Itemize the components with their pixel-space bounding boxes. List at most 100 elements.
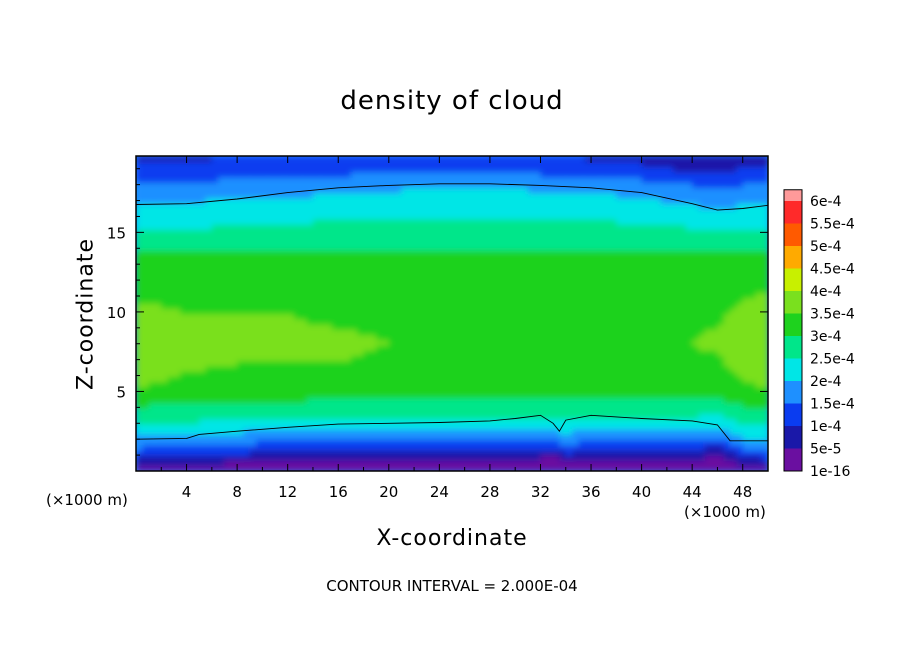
- heat-cell: [395, 266, 403, 273]
- heat-cell: [534, 455, 542, 462]
- heat-cell: [635, 308, 643, 315]
- heat-cell: [142, 313, 150, 320]
- heat-cell: [559, 271, 567, 278]
- heat-cell: [287, 339, 295, 346]
- heat-cell: [161, 261, 169, 267]
- heat-cell: [287, 350, 295, 357]
- heat-cell: [199, 360, 207, 367]
- heat-cell: [540, 345, 548, 351]
- heat-cell: [306, 360, 314, 367]
- heat-cell: [401, 266, 409, 273]
- heat-cell: [433, 423, 440, 430]
- heat-cell: [572, 282, 579, 288]
- heat-cell: [515, 334, 523, 341]
- heat-cell: [243, 434, 251, 441]
- heat-cell: [464, 376, 472, 383]
- heat-cell: [224, 297, 232, 304]
- heat-cell: [331, 376, 339, 383]
- heat-cell: [559, 355, 567, 362]
- heat-cell: [331, 392, 339, 399]
- heat-cell: [521, 450, 529, 456]
- heat-cell: [224, 229, 232, 236]
- heat-cell: [338, 287, 346, 294]
- heat-cell: [578, 282, 586, 288]
- heat-cell: [300, 224, 308, 231]
- heat-cell: [325, 402, 333, 409]
- heat-cell: [218, 171, 226, 178]
- heat-cell: [173, 371, 181, 378]
- heat-cell: [300, 329, 308, 336]
- heat-cell: [496, 292, 504, 299]
- heat-cell: [647, 460, 655, 467]
- heat-cell: [237, 397, 245, 404]
- heat-cell: [363, 423, 371, 430]
- heat-cell: [142, 444, 150, 451]
- heat-cell: [616, 434, 624, 441]
- heat-cell: [357, 360, 365, 367]
- heat-cell: [344, 376, 352, 383]
- heat-cell: [199, 297, 207, 304]
- heat-cell: [464, 192, 472, 199]
- heat-cell: [186, 224, 194, 231]
- heat-cell: [256, 187, 263, 194]
- heat-cell: [319, 292, 327, 299]
- heat-cell: [452, 366, 459, 372]
- heat-cell: [641, 329, 649, 336]
- heat-cell: [559, 413, 567, 420]
- heat-cell: [452, 329, 459, 336]
- heat-cell: [363, 339, 371, 346]
- heat-cell: [591, 423, 598, 430]
- heat-cell: [161, 250, 169, 257]
- heat-cell: [452, 450, 459, 456]
- heat-cell: [205, 266, 213, 273]
- heat-cell: [180, 465, 188, 471]
- heat-cell: [502, 355, 510, 362]
- heat-cell: [597, 276, 605, 283]
- heat-cell: [483, 240, 491, 246]
- heat-cell: [186, 313, 194, 320]
- heat-cell: [186, 418, 194, 425]
- heat-cell: [433, 308, 440, 315]
- heat-cell: [363, 408, 371, 414]
- heat-cell: [275, 276, 282, 283]
- heat-cell: [407, 156, 415, 162]
- heat-cell: [369, 213, 377, 220]
- heat-cell: [591, 324, 598, 330]
- heat-cell: [161, 229, 169, 236]
- heat-cell: [338, 465, 346, 471]
- heat-cell: [610, 324, 617, 330]
- heat-cell: [414, 203, 421, 210]
- heat-cell: [167, 250, 175, 257]
- heat-cell: [199, 439, 207, 446]
- heat-cell: [199, 282, 207, 288]
- heat-cell: [477, 177, 485, 183]
- heat-cell: [237, 250, 245, 257]
- heat-cell: [616, 366, 624, 372]
- heat-cell: [502, 213, 510, 220]
- heat-cell: [622, 182, 630, 189]
- heat-cell: [148, 240, 156, 246]
- heat-cell: [224, 261, 232, 267]
- heat-cell: [186, 444, 194, 451]
- heat-cell: [262, 177, 270, 183]
- heat-cell: [136, 434, 143, 441]
- heat-cell: [388, 303, 396, 309]
- heat-cell: [256, 423, 263, 430]
- heat-cell: [635, 271, 643, 278]
- heat-cell: [546, 255, 554, 262]
- heat-cell: [470, 465, 478, 471]
- heat-cell: [325, 439, 333, 446]
- heat-cell: [363, 177, 371, 183]
- heat-cell: [363, 187, 371, 194]
- heat-cell: [433, 250, 440, 257]
- heat-cell: [388, 392, 396, 399]
- heat-cell: [584, 208, 592, 215]
- heat-cell: [294, 434, 301, 441]
- heat-cell: [331, 355, 339, 362]
- heat-cell: [496, 345, 504, 351]
- heat-cell: [344, 334, 352, 341]
- heat-cell: [173, 177, 181, 183]
- heat-cell: [527, 371, 535, 378]
- heat-cell: [275, 329, 282, 336]
- heat-cell: [597, 434, 605, 441]
